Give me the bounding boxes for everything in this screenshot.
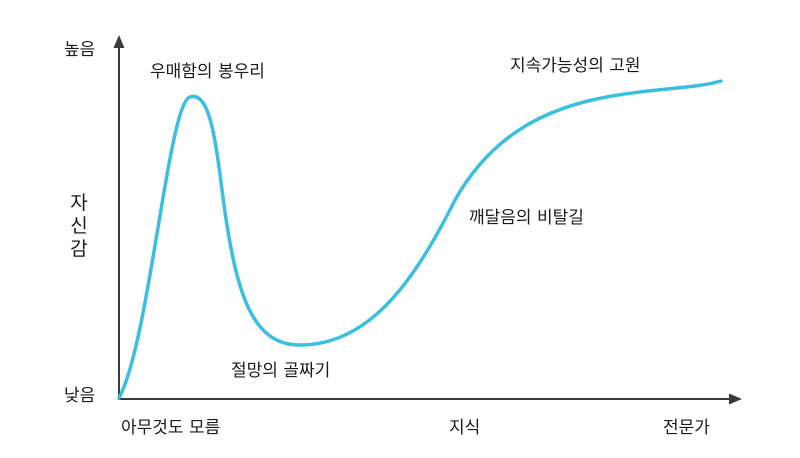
- annotation-peak: 우매함의 봉우리: [150, 62, 265, 82]
- x-axis-arrowhead: [729, 393, 742, 405]
- x-axis-start-label: 아무것도 모름: [121, 418, 221, 438]
- annotation-slope: 깨달음의 비탈길: [469, 208, 584, 228]
- annotation-plateau: 지속가능성의 고원: [510, 56, 641, 76]
- y-axis-arrowhead: [113, 35, 125, 48]
- y-axis-high-label: 높음: [64, 40, 96, 60]
- y-axis-label: 자신감: [70, 192, 88, 260]
- x-axis-end-label: 전문가: [663, 418, 710, 438]
- annotation-valley: 절망의 골짜기: [231, 361, 331, 381]
- x-axis-label: 지식: [449, 418, 481, 438]
- y-axis-low-label: 낮음: [64, 386, 96, 406]
- confidence-curve: [117, 79, 723, 400]
